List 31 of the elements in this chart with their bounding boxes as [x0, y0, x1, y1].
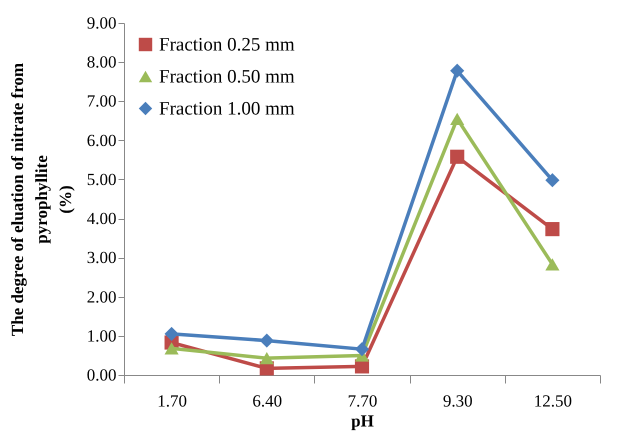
point: [164, 342, 179, 355]
point: [450, 64, 464, 78]
point: [450, 150, 464, 164]
x-tick-label: 1.70: [157, 392, 187, 410]
point: [354, 342, 370, 356]
y-tick-label: 8.00: [86, 52, 116, 72]
y-tick-label: 6.00: [86, 130, 116, 150]
point: [545, 258, 560, 270]
point: [450, 112, 464, 125]
legend-label: Fraction 1.00 mm: [159, 98, 295, 120]
y-axis-title: The degree of eluation of nitrate from pyrophyllite (%): [8, 62, 75, 336]
y-tick-label: 4.00: [86, 209, 116, 228]
y-tick-label: 3.00: [86, 248, 116, 268]
x-tick-label: 12.50: [534, 392, 572, 410]
point: [545, 173, 560, 188]
y-tick-label: 2.00: [86, 287, 116, 306]
y-tick-label: 7.00: [86, 92, 116, 111]
point: [260, 352, 274, 364]
y-tick-label: 0.00: [86, 366, 116, 384]
x-axis-title: pH: [351, 412, 374, 430]
y-tick-label: 9.00: [86, 14, 116, 32]
y-tick-label: 1.00: [86, 326, 116, 346]
x-tick-label: 7.70: [348, 392, 378, 410]
x-tick-label: 6.40: [252, 392, 282, 410]
legend-label: Fraction 0.50 mm: [159, 66, 295, 88]
point: [545, 222, 560, 236]
point: [164, 326, 179, 342]
y-tick-label: 5.00: [86, 170, 116, 189]
legend-label: Fraction 0.25 mm: [159, 34, 295, 56]
point: [260, 334, 274, 348]
x-tick-label: 9.30: [442, 392, 473, 410]
